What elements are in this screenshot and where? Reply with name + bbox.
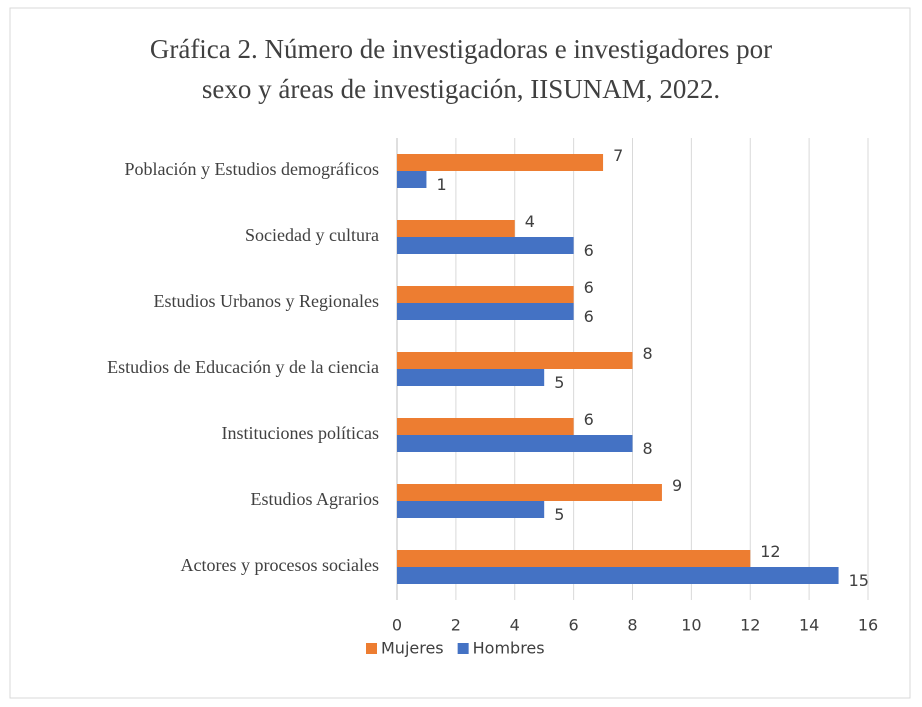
data-label: 8 [643,344,653,363]
data-label: 5 [554,373,564,392]
x-tick-label: 14 [799,616,819,635]
bar [397,550,751,567]
data-label: 6 [584,278,594,297]
y-tick-label: Estudios de Educación y de la ciencia [107,357,379,377]
y-tick-label: Estudios Urbanos y Regionales [154,291,379,311]
bar [397,171,427,188]
legend-swatch [457,643,469,654]
x-tick-label: 16 [858,616,878,635]
legend-swatch [366,643,377,654]
x-tick-label: 12 [740,616,760,635]
chart-title: Gráfica 2. Número de investigadoras e in… [150,34,772,64]
data-label: 4 [525,212,535,231]
x-tick-label: 8 [627,616,637,635]
bar [397,567,839,584]
bar [397,435,633,452]
legend-label: Hombres [473,639,545,658]
data-label: 12 [760,542,780,561]
data-label: 7 [613,146,623,165]
y-tick-label: Población y Estudios demográficos [125,159,379,179]
x-tick-label: 10 [681,616,701,635]
bar [397,352,633,369]
data-label: 6 [584,241,594,260]
data-label: 6 [584,410,594,429]
bar [397,369,545,386]
chart-title: sexo y áreas de investigación, IISUNAM, … [202,74,720,104]
data-label: 1 [436,175,446,194]
bar [397,237,574,254]
data-label: 5 [554,505,564,524]
x-tick-label: 6 [569,616,579,635]
x-tick-label: 4 [510,616,520,635]
bar [397,286,574,303]
x-tick-label: 2 [451,616,461,635]
y-tick-label: Instituciones políticas [222,423,379,443]
bar [397,154,604,171]
y-tick-label: Actores y procesos sociales [181,555,379,575]
y-tick-label: Estudios Agrarios [251,489,380,509]
data-label: 15 [849,571,869,590]
legend-label: Mujeres [381,639,444,658]
x-tick-label: 0 [392,616,402,635]
bar [397,484,662,501]
y-tick-label: Sociedad y cultura [245,225,379,245]
bar [397,220,515,237]
data-label: 6 [584,307,594,326]
data-label: 8 [643,439,653,458]
bar [397,501,545,518]
bar [397,418,574,435]
data-label: 9 [672,476,682,495]
bar [397,303,574,320]
